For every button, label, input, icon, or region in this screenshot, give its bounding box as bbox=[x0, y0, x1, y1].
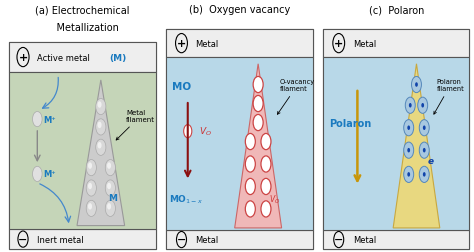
Circle shape bbox=[415, 83, 418, 87]
Text: +: + bbox=[334, 39, 343, 48]
Circle shape bbox=[86, 201, 96, 217]
Circle shape bbox=[253, 115, 263, 131]
Bar bbox=[323, 30, 469, 58]
Circle shape bbox=[253, 96, 263, 112]
Text: Polaron: Polaron bbox=[329, 118, 372, 128]
Text: −: − bbox=[18, 234, 27, 244]
Circle shape bbox=[407, 148, 410, 153]
Circle shape bbox=[253, 77, 263, 93]
Text: Metal: Metal bbox=[196, 40, 219, 48]
Circle shape bbox=[107, 163, 111, 169]
Text: e: e bbox=[428, 156, 434, 165]
Text: M⁺: M⁺ bbox=[44, 170, 56, 179]
Circle shape bbox=[105, 201, 116, 217]
Text: O-vacancy
filament: O-vacancy filament bbox=[277, 79, 315, 115]
Circle shape bbox=[105, 160, 116, 176]
Text: (c)  Polaron: (c) Polaron bbox=[369, 5, 424, 15]
Circle shape bbox=[423, 126, 426, 131]
Circle shape bbox=[404, 167, 414, 183]
Circle shape bbox=[411, 77, 421, 93]
Circle shape bbox=[184, 125, 192, 138]
Circle shape bbox=[86, 180, 96, 196]
Bar bbox=[166, 230, 313, 249]
Text: +: + bbox=[18, 52, 27, 62]
Text: M⁺: M⁺ bbox=[44, 115, 56, 124]
Text: MO: MO bbox=[172, 82, 191, 92]
Bar bbox=[166, 58, 313, 230]
Circle shape bbox=[418, 98, 428, 114]
Circle shape bbox=[261, 201, 271, 217]
Bar bbox=[9, 73, 156, 229]
Circle shape bbox=[33, 112, 42, 127]
Bar bbox=[323, 58, 469, 230]
Circle shape bbox=[96, 140, 106, 156]
Text: Polaron
filament: Polaron filament bbox=[434, 79, 465, 115]
Circle shape bbox=[407, 172, 410, 177]
Circle shape bbox=[423, 148, 426, 153]
Circle shape bbox=[96, 119, 106, 136]
Text: Metal
filament: Metal filament bbox=[116, 110, 155, 140]
Circle shape bbox=[404, 120, 414, 136]
Circle shape bbox=[423, 172, 426, 177]
Text: −: − bbox=[177, 234, 186, 244]
Bar bbox=[166, 30, 313, 58]
Circle shape bbox=[98, 142, 101, 149]
Circle shape bbox=[419, 120, 429, 136]
Bar bbox=[9, 229, 156, 249]
Text: Metallization: Metallization bbox=[45, 23, 119, 33]
Circle shape bbox=[86, 160, 96, 176]
Circle shape bbox=[33, 167, 42, 182]
Text: M: M bbox=[108, 193, 117, 202]
Text: Metal: Metal bbox=[196, 235, 219, 244]
Circle shape bbox=[105, 180, 116, 196]
Bar bbox=[323, 230, 469, 249]
Text: (a) Electrochemical: (a) Electrochemical bbox=[35, 5, 129, 15]
Circle shape bbox=[405, 98, 415, 114]
Circle shape bbox=[98, 102, 101, 108]
Bar bbox=[166, 30, 313, 249]
Circle shape bbox=[88, 183, 92, 190]
Circle shape bbox=[246, 134, 255, 150]
Circle shape bbox=[88, 163, 92, 169]
Text: (M): (M) bbox=[109, 53, 126, 62]
Circle shape bbox=[96, 99, 106, 115]
Bar bbox=[9, 43, 156, 73]
Circle shape bbox=[246, 156, 255, 172]
Text: $V_O$: $V_O$ bbox=[269, 193, 280, 205]
Circle shape bbox=[419, 143, 429, 159]
Circle shape bbox=[404, 143, 414, 159]
Text: −: − bbox=[334, 234, 344, 244]
Text: Metal: Metal bbox=[353, 40, 376, 48]
Circle shape bbox=[421, 104, 424, 108]
Polygon shape bbox=[77, 81, 125, 226]
Text: Inert metal: Inert metal bbox=[37, 235, 84, 244]
Circle shape bbox=[261, 134, 271, 150]
Circle shape bbox=[107, 203, 111, 210]
Text: +: + bbox=[177, 39, 186, 48]
Circle shape bbox=[409, 104, 411, 108]
Circle shape bbox=[107, 183, 111, 190]
Circle shape bbox=[419, 167, 429, 183]
Text: Active metal: Active metal bbox=[37, 53, 93, 62]
Text: $V_O$: $V_O$ bbox=[199, 125, 211, 138]
Circle shape bbox=[246, 179, 255, 195]
Circle shape bbox=[261, 156, 271, 172]
Text: (b)  Oxygen vacancy: (b) Oxygen vacancy bbox=[189, 5, 290, 15]
Bar bbox=[323, 30, 469, 249]
Text: Metal: Metal bbox=[353, 235, 376, 244]
Circle shape bbox=[98, 122, 101, 129]
Circle shape bbox=[88, 203, 92, 210]
Circle shape bbox=[261, 179, 271, 195]
Circle shape bbox=[246, 201, 255, 217]
Text: MO$_{1-x}$: MO$_{1-x}$ bbox=[169, 193, 203, 205]
Circle shape bbox=[407, 126, 410, 131]
Polygon shape bbox=[393, 65, 440, 228]
Bar bbox=[9, 43, 156, 249]
Polygon shape bbox=[235, 65, 282, 228]
